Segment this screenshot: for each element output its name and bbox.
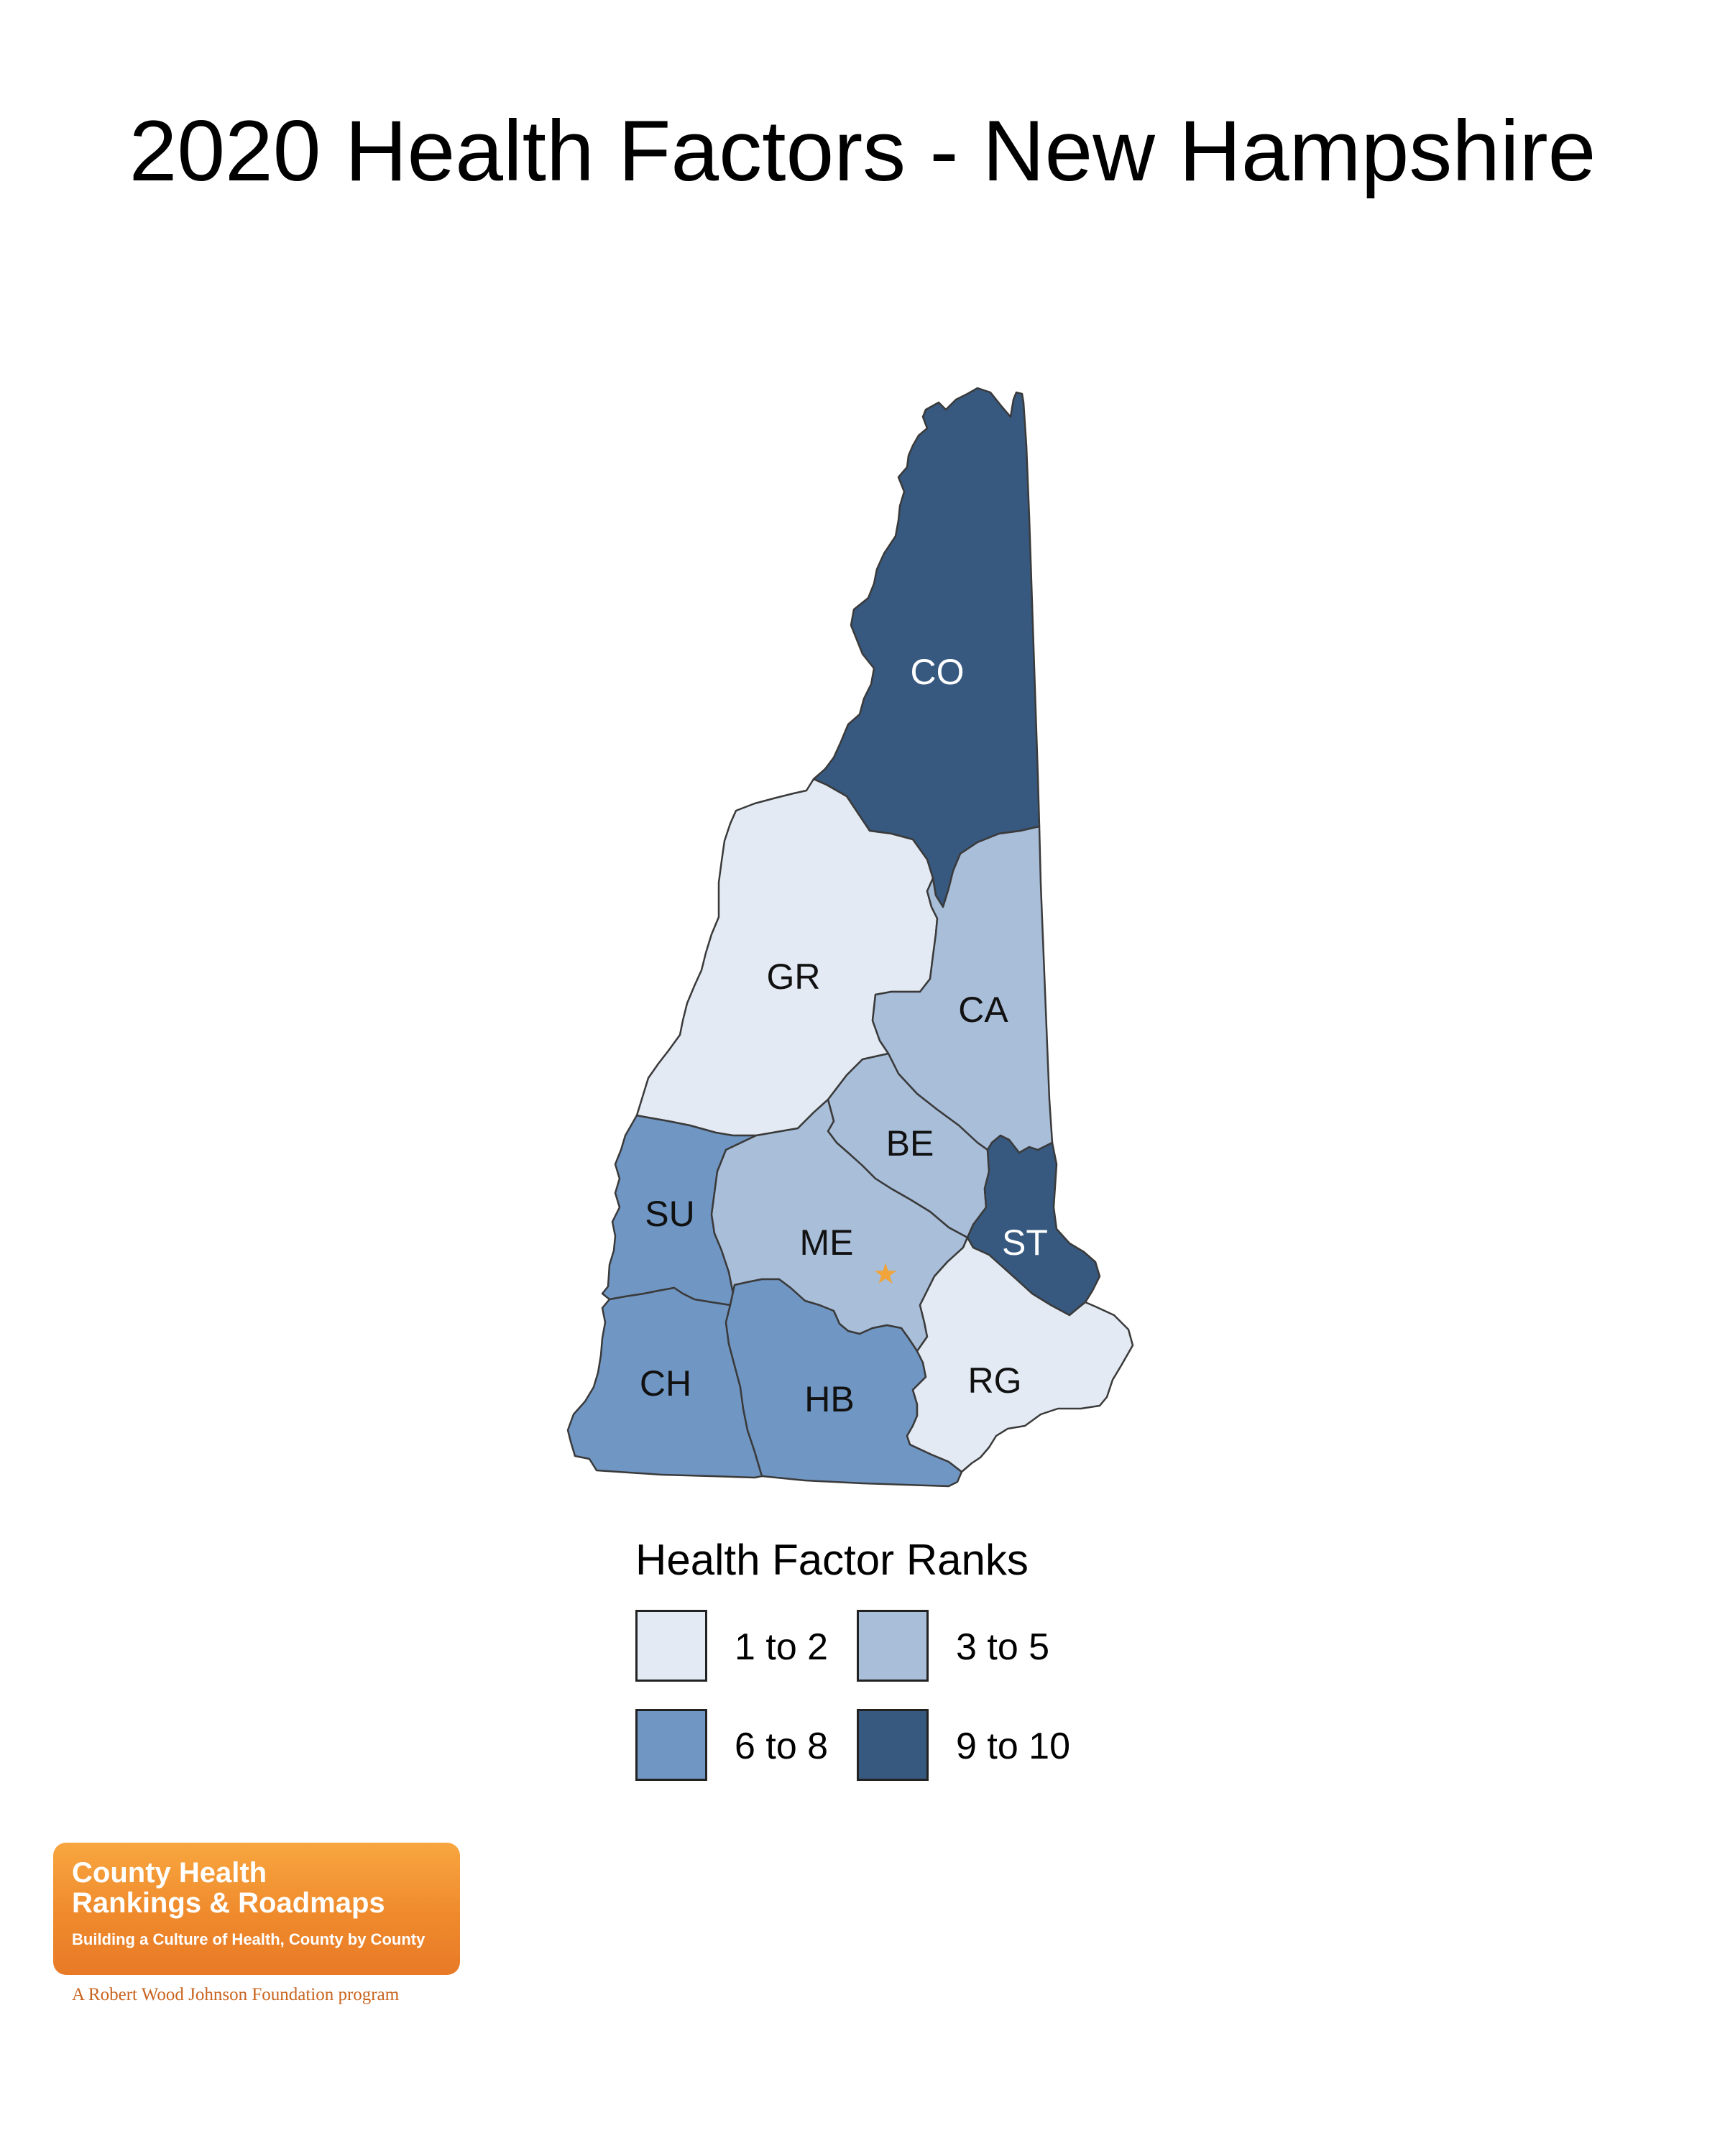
logo-tagline: Building a Culture of Health, County by … <box>72 1930 426 1948</box>
legend-item-6-8: 6 to 8 <box>635 1709 828 1784</box>
county-label-hb: HB <box>804 1379 854 1419</box>
star-icon: ★ <box>873 1258 898 1290</box>
county-rockingham[interactable] <box>906 1236 1134 1473</box>
county-label-co: CO <box>911 652 965 692</box>
legend-item-3-5: 3 to 5 <box>857 1610 1058 1685</box>
chrr-logo[interactable]: County Health Rankings & Roadmaps Buildi… <box>53 1843 460 1975</box>
legend-swatch <box>635 1610 707 1682</box>
county-label-me: ME <box>800 1222 854 1263</box>
legend-title: Health Factor Ranks <box>635 1536 1029 1584</box>
logo-line-2: Rankings & Roadmaps <box>72 1887 385 1919</box>
legend-label: 6 to 8 <box>735 1726 829 1767</box>
county-label-ca: CA <box>958 990 1008 1030</box>
logo-line-1: County Health <box>72 1857 267 1889</box>
legend-item-1-2: 1 to 2 <box>635 1610 828 1685</box>
county-label-gr: GR <box>767 957 821 997</box>
county-label-ch: CH <box>640 1363 691 1404</box>
county-cheshire[interactable] <box>566 1286 763 1479</box>
legend-swatch <box>857 1709 929 1781</box>
sponsor-text: A Robert Wood Johnson Foundation program <box>72 1985 400 2004</box>
legend-swatch <box>857 1610 929 1682</box>
legend-label: 9 to 10 <box>956 1726 1071 1767</box>
county-label-be: BE <box>886 1123 934 1164</box>
county-label-su: SU <box>645 1194 694 1234</box>
county-label-st: ST <box>1002 1222 1048 1263</box>
page-title: 2020 Health Factors - New Hampshire <box>129 103 1596 199</box>
legend-item-9-10: 9 to 10 <box>857 1709 1072 1784</box>
legend-label: 1 to 2 <box>735 1626 829 1668</box>
legend-label: 3 to 5 <box>956 1626 1050 1668</box>
county-label-rg: RG <box>968 1360 1022 1401</box>
legend-swatch <box>635 1709 707 1781</box>
